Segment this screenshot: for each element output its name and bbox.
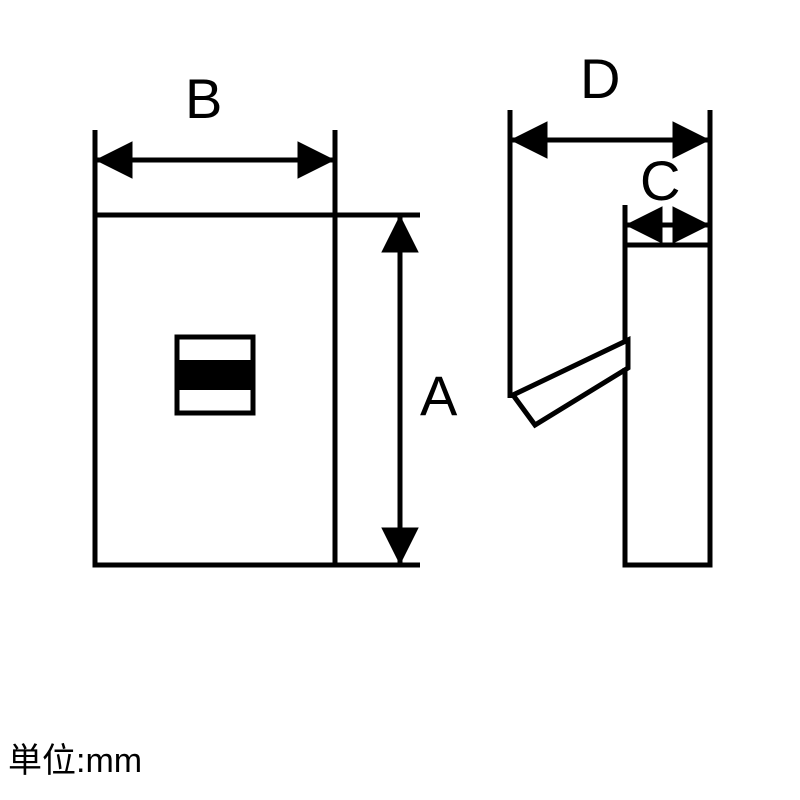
- unit-label: 単位:mm: [8, 733, 142, 782]
- front-view: [95, 215, 335, 565]
- front-inner-stripe: [177, 360, 253, 390]
- dimension-diagram: B A D C: [0, 0, 800, 800]
- dimension-c: C: [625, 149, 710, 245]
- dimension-b: B: [95, 67, 335, 215]
- label-b: B: [185, 67, 222, 130]
- label-a: A: [420, 364, 458, 427]
- label-c: C: [640, 149, 680, 212]
- side-lever: [513, 340, 628, 425]
- side-view: [513, 245, 710, 565]
- side-box: [625, 245, 710, 565]
- label-d: D: [580, 47, 620, 110]
- dimension-a: A: [335, 215, 458, 565]
